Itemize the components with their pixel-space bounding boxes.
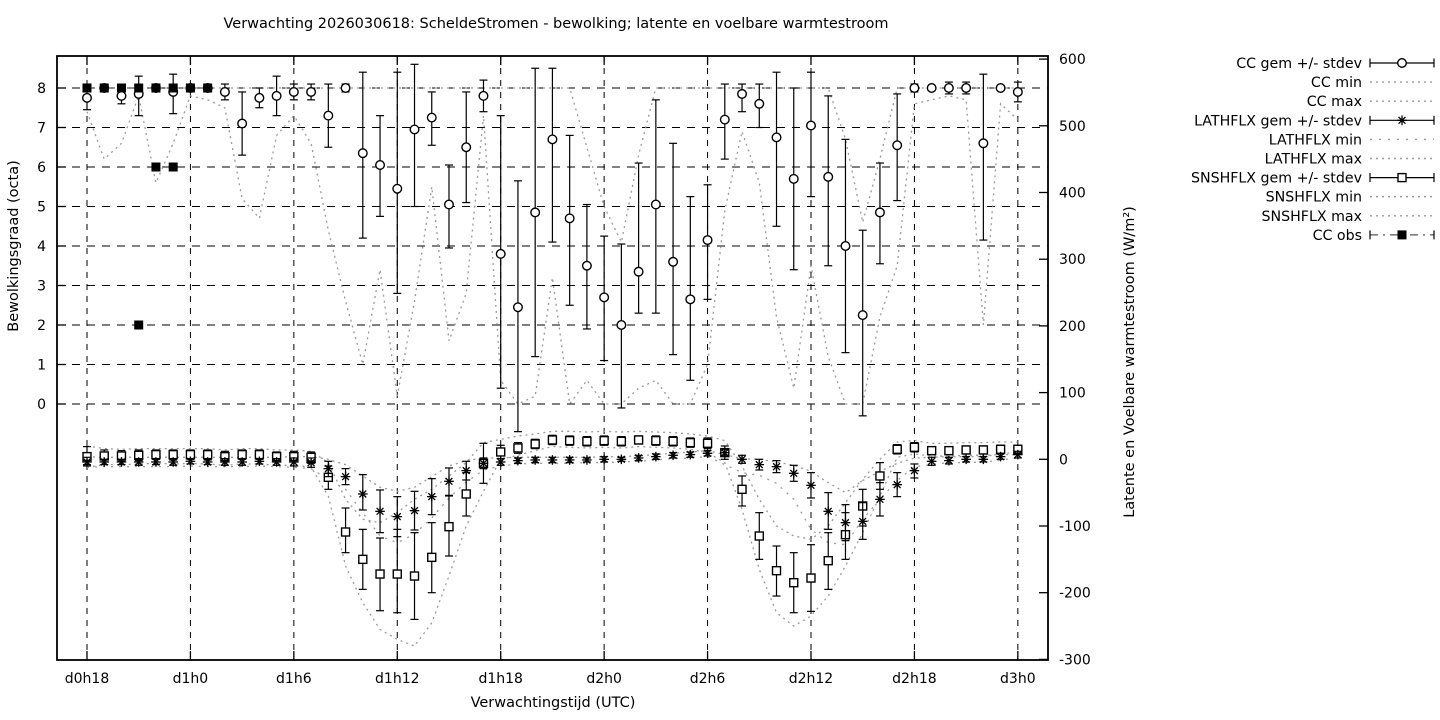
cc-gem-series <box>81 63 1023 433</box>
legend-item-cc-min: CC min <box>1311 75 1434 91</box>
legend-item-snshflx-max: SNSHFLX max <box>1262 209 1434 225</box>
y-right-tick-label: 200 <box>1059 319 1086 335</box>
legend-item-snshflx-min: SNSHFLX min <box>1266 190 1434 206</box>
y-right-tick-label: -200 <box>1059 586 1091 602</box>
lathflx-gem-series <box>82 447 1023 542</box>
y-right-tick-label: 100 <box>1059 386 1086 402</box>
legend-label: CC obs <box>1313 228 1362 244</box>
x-tick-label: d3h0 <box>1000 671 1036 687</box>
y-right-tick-label: 400 <box>1059 186 1086 202</box>
y-left-tick-label: 1 <box>37 358 46 374</box>
legend-label: LATHFLX gem +/- stdev <box>1194 113 1362 129</box>
y-left-tick-label: 6 <box>37 160 46 176</box>
legend-item-lathflx-min: LATHFLX min <box>1269 132 1434 148</box>
y-right-tick-label: -100 <box>1059 519 1091 535</box>
legend-label: SNSHFLX min <box>1266 190 1362 206</box>
y-right-axis-label: Latente en Voelbare warmtestroom (W/m²) <box>1122 206 1138 518</box>
legend-label: SNSHFLX gem +/- stdev <box>1191 171 1362 187</box>
legend-label: LATHFLX min <box>1269 132 1362 148</box>
y-left-tick-label: 0 <box>37 397 46 413</box>
x-tick-label: d0h18 <box>65 671 109 687</box>
generated-plot-layers: 0 1 2 3 4 5 6 7 8 -300 -200 -100 0 100 200 300 400 500 600… <box>37 52 1091 687</box>
legend-label: CC max <box>1307 94 1362 110</box>
legend-label: SNSHFLX max <box>1262 209 1363 225</box>
x-tick-label: d2h0 <box>586 671 622 687</box>
y-left-tick-label: 8 <box>37 81 46 97</box>
y-right-tick-label: 300 <box>1059 252 1086 268</box>
axes: 0 1 2 3 4 5 6 7 8 -300 -200 -100 0 100 200 300 400 500 600… <box>37 52 1091 687</box>
x-tick-label: d2h12 <box>789 671 833 687</box>
x-axis-label: Verwachtingstijd (UTC) <box>471 695 636 711</box>
y-left-tick-label: 2 <box>37 318 46 334</box>
cc-obs-series <box>82 83 213 330</box>
legend-item-cc-max: CC max <box>1307 94 1434 110</box>
legend-item-snshflx-gem-stdev: SNSHFLX gem +/- stdev <box>1191 171 1435 187</box>
legend-item-lathflx-gem-stdev: LATHFLX gem +/- stdev <box>1194 113 1435 129</box>
chart-title: Verwachting 2026030618: ScheldeStromen -… <box>223 16 888 32</box>
x-tick-label: d1h6 <box>276 671 312 687</box>
legend-label: CC min <box>1311 75 1362 91</box>
y-left-tick-label: 4 <box>37 239 46 255</box>
x-tick-label: d2h18 <box>892 671 936 687</box>
y-left-tick-label: 7 <box>37 121 46 137</box>
x-tick-label: d1h12 <box>375 671 419 687</box>
snshflx-max-curve <box>86 430 1018 540</box>
legend-label: LATHFLX max <box>1265 152 1362 168</box>
legend-item-cc-gem-stdev: CC gem +/- stdev <box>1236 56 1435 72</box>
y-left-tick-label: 5 <box>37 200 46 216</box>
y-right-tick-label: 500 <box>1059 119 1086 135</box>
x-tick-label: d1h18 <box>478 671 522 687</box>
chart-legend: CC gem +/- stdev CC min CC max LATHFLX gem … <box>1191 56 1435 244</box>
grid-lines <box>57 56 1048 660</box>
y-right-tick-label: -300 <box>1059 652 1091 668</box>
y-left-axis-label: Bewolkingsgraad (octa) <box>6 160 22 331</box>
legend-item-cc-obs: CC obs <box>1313 228 1435 244</box>
y-left-tick-label: 3 <box>37 279 46 295</box>
legend-label: CC gem +/- stdev <box>1236 56 1362 72</box>
legend-item-lathflx-max: LATHFLX max <box>1265 152 1434 168</box>
x-tick-label: d1h0 <box>173 671 209 687</box>
y-right-tick-label: 600 <box>1059 52 1086 68</box>
y-right-tick-label: 0 <box>1059 452 1068 468</box>
x-tick-label: d2h6 <box>690 671 726 687</box>
